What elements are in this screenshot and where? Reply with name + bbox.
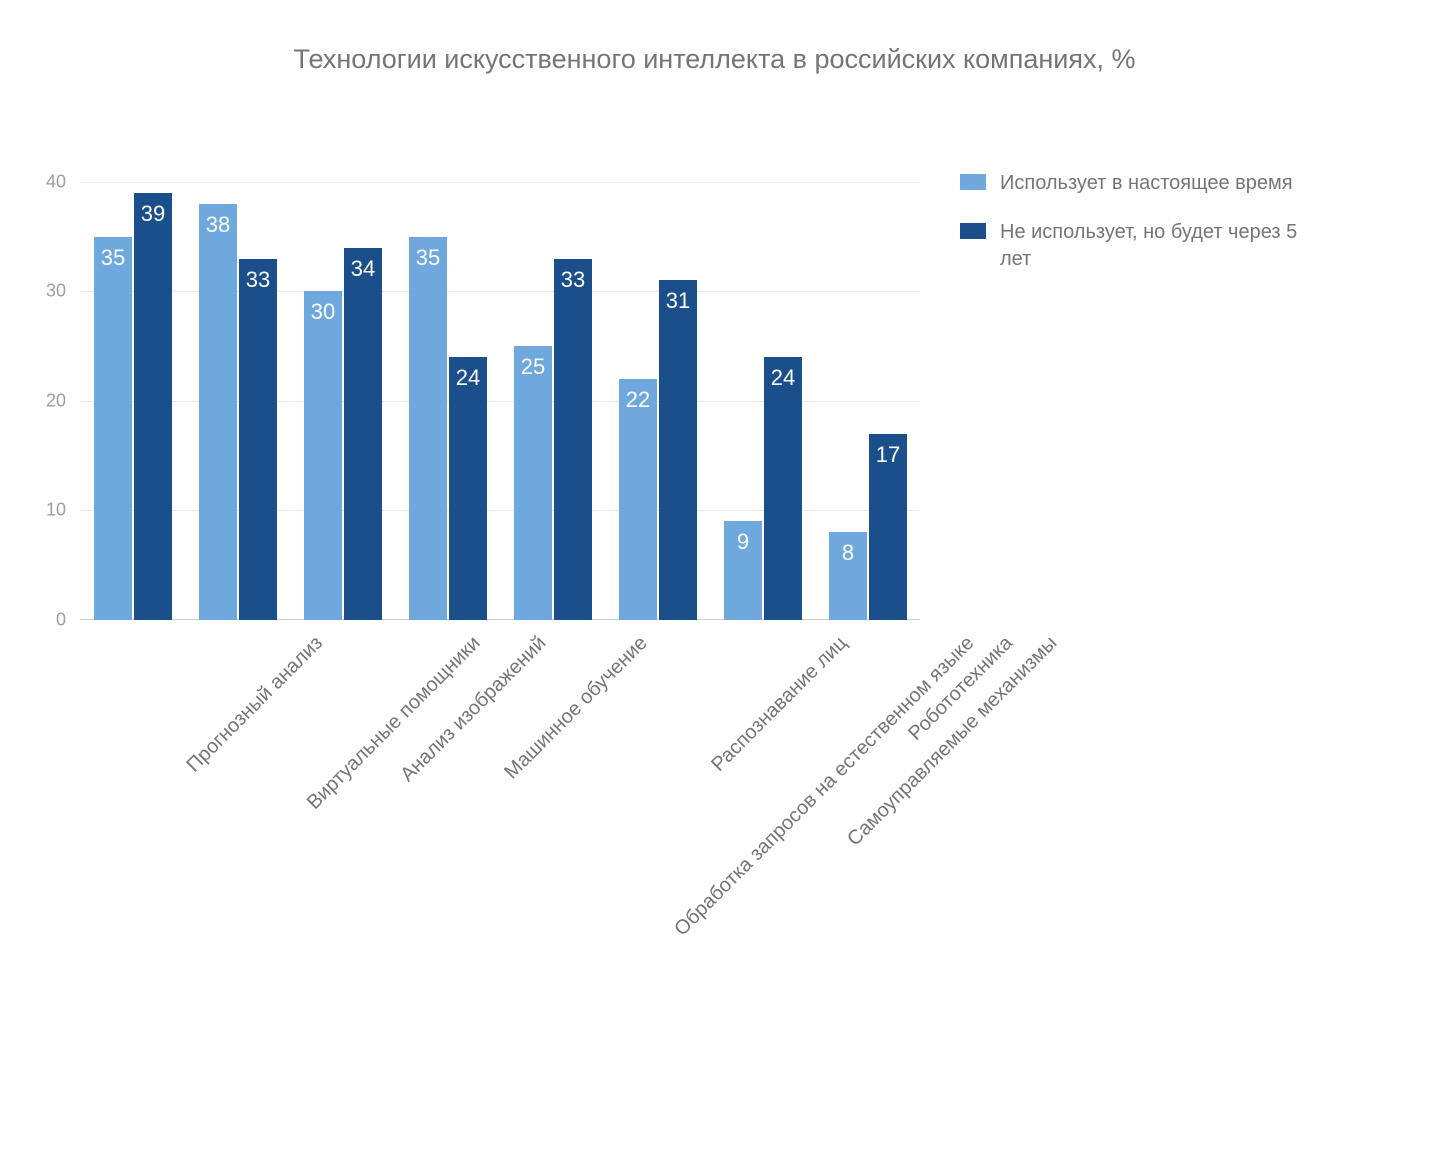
y-tick-label: 30 (46, 281, 80, 302)
bar: 34 (344, 248, 382, 620)
bar: 38 (199, 204, 237, 620)
bar: 17 (869, 434, 907, 620)
bar-value-label: 31 (659, 288, 697, 314)
legend-swatch (960, 174, 986, 190)
bar-value-label: 39 (134, 201, 172, 227)
bar-value-label: 35 (94, 245, 132, 271)
x-category-label: Распознавание лиц (707, 632, 852, 777)
legend-label: Использует в настоящее время (1000, 170, 1293, 197)
legend-label: Не использует, но будет через 5 лет (1000, 219, 1320, 273)
bar-value-label: 38 (199, 212, 237, 238)
bar-value-label: 33 (239, 267, 277, 293)
y-tick-label: 10 (46, 500, 80, 521)
bar: 24 (449, 357, 487, 620)
bar: 33 (554, 259, 592, 620)
chart-title: Технологии искусственного интеллекта в р… (0, 44, 1429, 75)
bar: 35 (94, 237, 132, 620)
legend-swatch (960, 223, 986, 239)
bar: 35 (409, 237, 447, 620)
bar-value-label: 8 (829, 540, 867, 566)
y-tick-label: 0 (56, 610, 80, 631)
x-axis-labels: Прогнозный анализВиртуальные помощникиАн… (80, 624, 920, 1024)
x-category-label: Обработка запросов на естественном языке (670, 632, 979, 941)
bar: 33 (239, 259, 277, 620)
bar: 25 (514, 346, 552, 620)
bar: 31 (659, 280, 697, 620)
gridline (80, 182, 920, 183)
legend-item: Не использует, но будет через 5 лет (960, 219, 1380, 273)
x-category-label: Прогнозный анализ (182, 632, 327, 777)
bar-value-label: 24 (764, 365, 802, 391)
bar-value-label: 35 (409, 245, 447, 271)
chart-container: Технологии искусственного интеллекта в р… (0, 0, 1429, 1157)
bar-value-label: 33 (554, 267, 592, 293)
plot-area: 010203040353938333034352425332231924817 (80, 160, 920, 620)
bar: 30 (304, 291, 342, 620)
bar: 8 (829, 532, 867, 620)
bar-value-label: 30 (304, 299, 342, 325)
y-tick-label: 20 (46, 390, 80, 411)
bar: 22 (619, 379, 657, 620)
bar-value-label: 24 (449, 365, 487, 391)
y-tick-label: 40 (46, 171, 80, 192)
legend: Использует в настоящее время Не используе… (960, 170, 1380, 295)
bar-value-label: 25 (514, 354, 552, 380)
bar-value-label: 22 (619, 387, 657, 413)
bar-value-label: 17 (869, 442, 907, 468)
bar: 9 (724, 521, 762, 620)
bar: 39 (134, 193, 172, 620)
bar: 24 (764, 357, 802, 620)
legend-item: Использует в настоящее время (960, 170, 1380, 197)
bar-value-label: 9 (724, 529, 762, 555)
bar-value-label: 34 (344, 256, 382, 282)
